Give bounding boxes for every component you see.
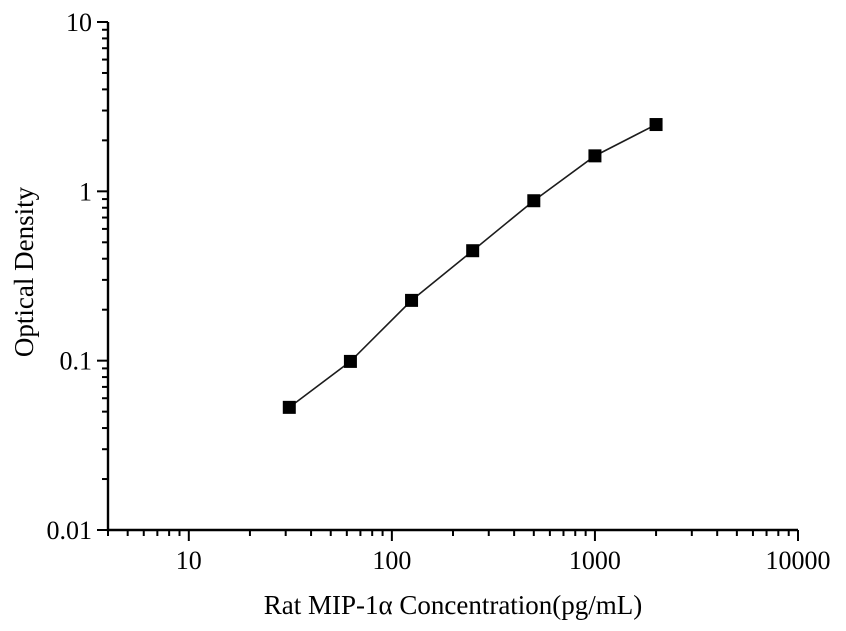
x-tick-label: 100: [372, 546, 411, 575]
data-point-marker: [466, 244, 480, 258]
y-axis-tick-labels: 0.01 0.1 1 10: [47, 8, 93, 545]
data-series: [282, 118, 663, 414]
axes: [106, 22, 798, 532]
y-tick-label: 0.1: [60, 347, 93, 376]
data-point-marker: [405, 293, 419, 307]
data-point-marker: [282, 400, 296, 414]
x-axis-tick-labels: 10 100 1000 10000: [176, 546, 831, 575]
data-point-marker: [343, 354, 357, 368]
axis-spine: [106, 22, 798, 532]
y-tick-label: 10: [66, 8, 92, 37]
y-axis-ticks: [97, 21, 108, 531]
x-axis-title: Rat MIP-1α Concentration(pg/mL): [264, 590, 643, 620]
data-point-marker: [649, 118, 663, 132]
x-axis-ticks: [107, 530, 799, 541]
y-tick-label: 1: [79, 177, 92, 206]
x-tick-label: 1000: [569, 546, 621, 575]
data-point-marker: [527, 194, 541, 208]
x-tick-label: 10: [176, 546, 202, 575]
y-axis-title: Optical Density: [9, 186, 39, 357]
x-tick-label: 10000: [766, 546, 831, 575]
y-tick-label: 0.01: [47, 516, 93, 545]
data-point-marker: [588, 149, 602, 163]
